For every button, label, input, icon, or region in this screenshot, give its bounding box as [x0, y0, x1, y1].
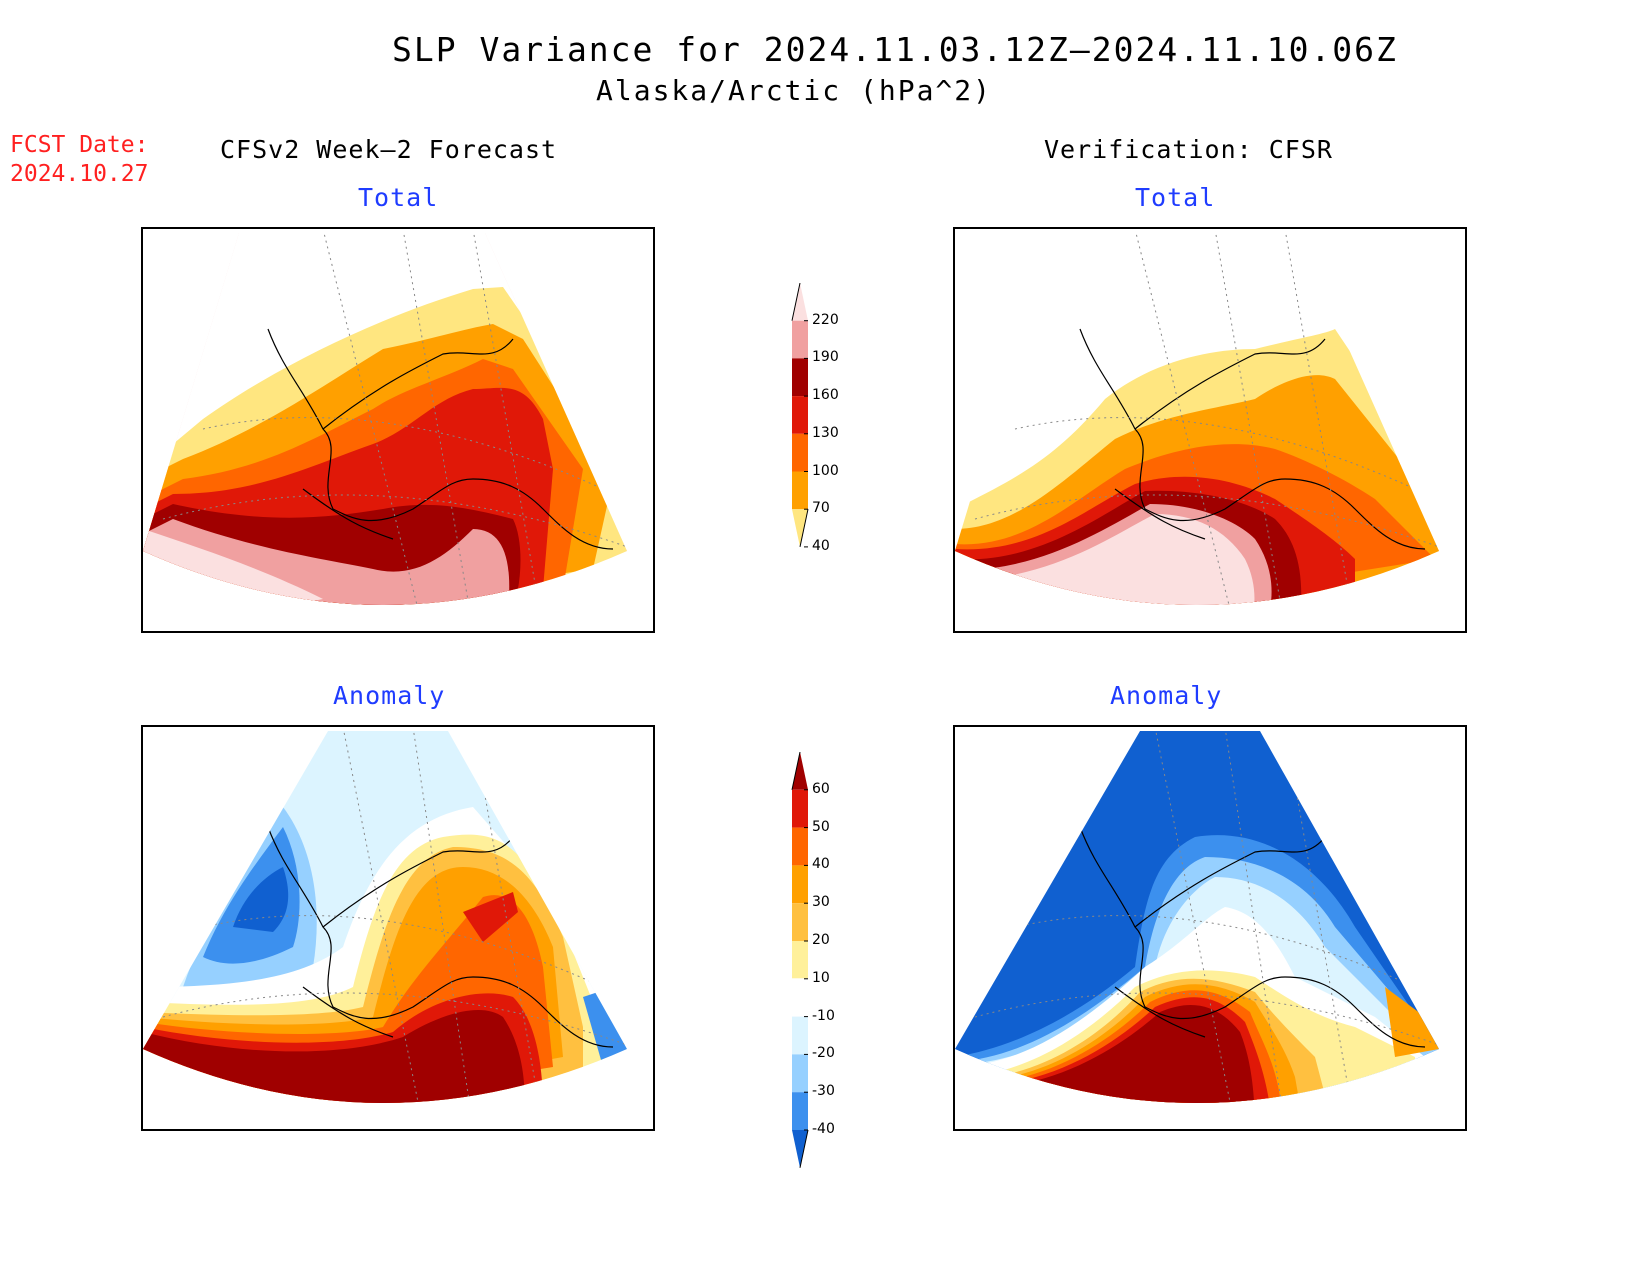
total-colorbar: 220 190 160 130 100 70 40 [790, 283, 870, 613]
va-coastline [1079, 826, 1426, 1048]
anomaly-colorbar-swatch-0 [792, 752, 808, 790]
ft-band-220 [143, 529, 323, 605]
total-colorbar-tick-label: 40 [812, 537, 830, 554]
verification-total-svg [955, 233, 1439, 605]
chart-title: SLP Variance for 2024.11.03.12Z—2024.11.… [392, 30, 1398, 69]
total-colorbar-swatch-5 [792, 471, 808, 510]
forecast-anomaly-title: Anomaly [333, 681, 446, 710]
vt-coastline [1079, 328, 1426, 550]
va-pos30-east [1385, 987, 1439, 1057]
forecast-total-map [141, 227, 655, 633]
anomaly-colorbar-svg [791, 752, 809, 1168]
anomaly-colorbar-tick-label: 40 [812, 856, 830, 873]
ft-graticule [162, 233, 627, 605]
verification-column-heading: Verification: CFSR [1044, 135, 1333, 164]
fcst-date-value: 2024.10.27 [10, 161, 149, 187]
verification-anomaly-svg [955, 731, 1439, 1103]
fa-coastline [267, 826, 614, 1048]
anomaly-colorbar-swatch-1 [792, 789, 808, 828]
forecast-column-heading: CFSv2 Week—2 Forecast [220, 135, 558, 164]
anomaly-colorbar-swatch-9 [792, 1092, 808, 1130]
ft-band-190 [143, 519, 510, 605]
total-colorbar-swatch-2 [792, 358, 808, 397]
total-colorbar-swatch-0 [792, 283, 808, 321]
anomaly-colorbar: 60 50 40 30 20 10 -10 -20 -30 -40 [790, 752, 870, 1202]
chart-subtitle: Alaska/Arctic (hPa^2) [596, 74, 993, 107]
anomaly-colorbar-outline [791, 752, 809, 1168]
anomaly-colorbar-tick-label: 50 [812, 818, 830, 835]
anomaly-colorbar-swatch-6 [791, 978, 809, 1018]
total-colorbar-tick-label: 70 [812, 500, 830, 517]
total-colorbar-tick-label: 100 [812, 462, 839, 479]
ft-coastline [267, 328, 614, 550]
forecast-anomaly-svg [143, 731, 627, 1103]
anomaly-colorbar-tick-label: -30 [812, 1083, 835, 1100]
forecast-total-svg [143, 233, 627, 605]
total-colorbar-swatch-1 [792, 320, 808, 359]
anomaly-colorbar-tick-label: 20 [812, 932, 830, 948]
verification-anomaly-title: Anomaly [1110, 681, 1223, 710]
anomaly-colorbar-swatch-5 [792, 941, 808, 979]
total-colorbar-svg [791, 283, 809, 548]
anomaly-colorbar-swatch-8 [792, 1054, 808, 1093]
anomaly-colorbar-tick-label: -40 [812, 1121, 835, 1137]
anomaly-colorbar-tick-label: 30 [812, 894, 830, 911]
anomaly-colorbar-swatch-2 [792, 827, 808, 866]
forecast-total-title: Total [358, 183, 439, 212]
anomaly-colorbar-swatch-3 [792, 865, 808, 904]
anomaly-colorbar-swatch-4 [792, 903, 808, 941]
verification-anomaly-map [953, 725, 1467, 1131]
anomaly-colorbar-swatch-10 [792, 1130, 808, 1168]
total-colorbar-tick-label: 220 [812, 311, 839, 328]
total-colorbar-tick-label: 130 [812, 424, 839, 441]
total-colorbar-outline [791, 283, 809, 548]
total-colorbar-swatch-4 [792, 433, 808, 472]
anomaly-colorbar-swatch-7 [792, 1016, 808, 1055]
total-colorbar-tick-label: 160 [812, 387, 839, 404]
total-colorbar-tick-label: 190 [812, 349, 839, 366]
total-colorbar-swatch-6 [792, 509, 808, 547]
anomaly-colorbar-tick-label: 10 [812, 969, 830, 986]
forecast-anomaly-map [141, 725, 655, 1131]
total-colorbar-swatch-3 [792, 396, 808, 434]
verification-total-map [953, 227, 1467, 633]
anomaly-colorbar-tick-label: -20 [812, 1045, 835, 1062]
fa-neg40 [233, 867, 289, 932]
anomaly-colorbar-tick-label: -10 [812, 1007, 835, 1024]
anomaly-colorbar-tick-label: 60 [812, 780, 830, 797]
verification-total-title: Total [1135, 183, 1216, 212]
vt-graticule [974, 233, 1439, 605]
fcst-date-label: FCST Date: [10, 132, 149, 158]
